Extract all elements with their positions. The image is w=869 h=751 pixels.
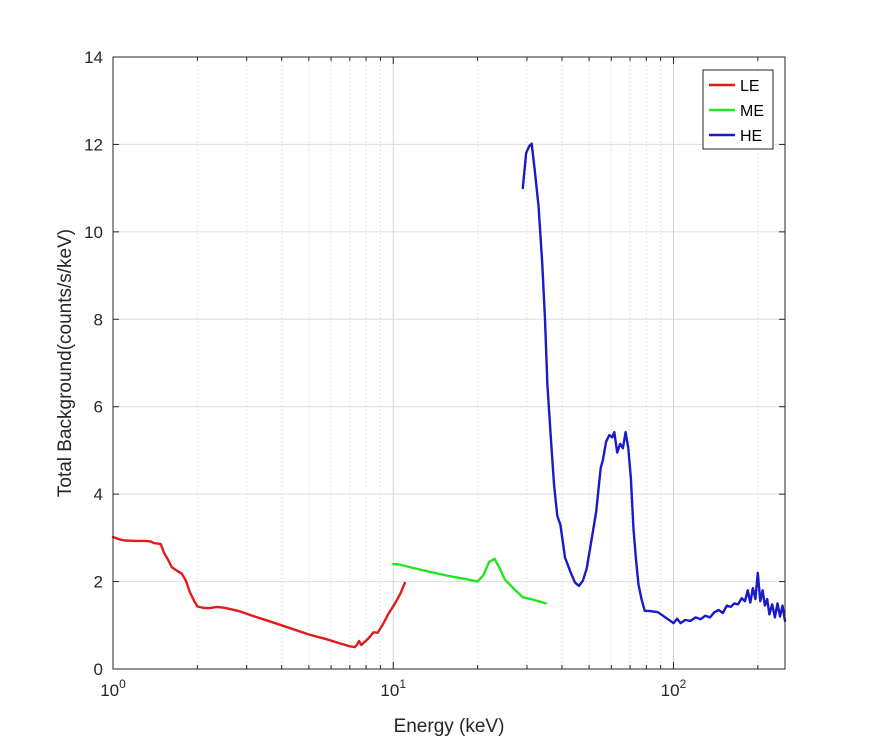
- grid-lines: [113, 57, 785, 669]
- series-line-le: [111, 535, 406, 649]
- axis-ticks: 0 2 4 6 8 10 12 14 100 101 102: [84, 48, 785, 700]
- x-axis-label: Energy (keV): [394, 716, 505, 737]
- y-tick-label: 6: [94, 398, 103, 417]
- legend-label-he: HE: [740, 128, 762, 145]
- series-line-me: [392, 557, 547, 605]
- y-tick-label: 10: [84, 223, 103, 242]
- axes-box: [112, 56, 786, 670]
- x-tick-label: 101: [380, 677, 406, 700]
- y-axis-label: Total Background(counts/s/keV): [55, 229, 76, 497]
- data-series: [111, 142, 787, 649]
- y-tick-label: 12: [84, 135, 103, 154]
- legend-label-me: ME: [740, 103, 764, 120]
- y-tick-label: 0: [94, 660, 103, 679]
- legend: LE ME HE: [702, 69, 774, 150]
- legend-label-le: LE: [740, 78, 760, 95]
- y-tick-label: 4: [94, 485, 103, 504]
- y-tick-label: 8: [94, 310, 103, 329]
- y-tick-label: 2: [94, 573, 103, 592]
- series-line-he: [521, 142, 787, 625]
- x-tick-label: 100: [100, 677, 126, 700]
- x-tick-label: 102: [661, 677, 687, 700]
- y-tick-label: 14: [84, 48, 103, 67]
